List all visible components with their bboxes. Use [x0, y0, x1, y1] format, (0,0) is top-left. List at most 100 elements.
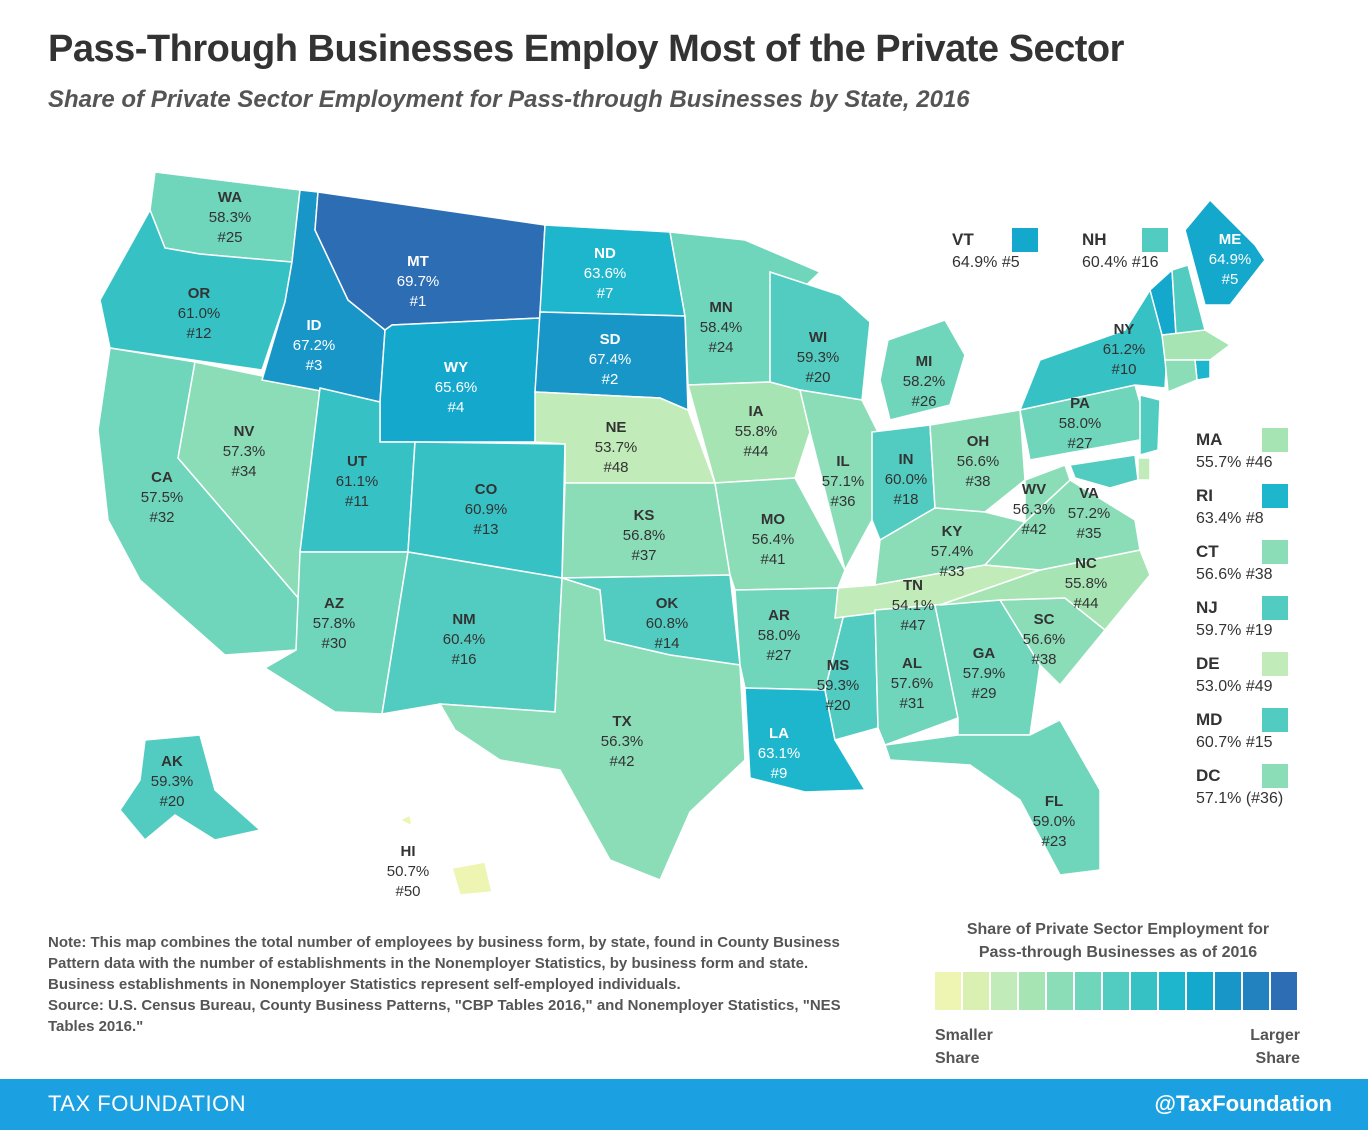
state-abbr: AL [901, 655, 922, 672]
state-rank: #11 [345, 493, 369, 510]
small-state-abbr: DC [1196, 766, 1221, 785]
state-value: 63.6% [583, 265, 627, 282]
state-value: 56.6% [1022, 631, 1066, 648]
state-rank: #10 [1111, 361, 1137, 378]
state-shape-nj[interactable] [1139, 394, 1161, 456]
source-text: Source: U.S. Census Bureau, County Busin… [48, 997, 841, 1035]
state-value: 58.0% [757, 627, 801, 644]
state-value: 59.3% [796, 349, 840, 366]
small-state-abbr: RI [1196, 486, 1213, 505]
state-abbr: GA [972, 645, 996, 662]
state-abbr: UT [346, 453, 367, 470]
state-rank: #3 [305, 357, 323, 374]
scale-cell-4 [1019, 972, 1045, 1010]
state-value: 57.3% [222, 443, 266, 460]
scale-cell-8 [1131, 972, 1157, 1010]
scale-cell-9 [1159, 972, 1185, 1010]
state-rank: #27 [766, 647, 792, 664]
legend-title-line1: Share of Private Sector Employment for [966, 921, 1270, 938]
state-value: 58.0% [1058, 415, 1102, 432]
small-state-swatch [1262, 764, 1288, 788]
scale-cell-6 [1075, 972, 1101, 1010]
state-rank: #24 [708, 339, 734, 356]
state-value: 57.2% [1067, 505, 1111, 522]
page-title: Pass-Through Businesses Employ Most of t… [48, 28, 1124, 70]
state-abbr: OK [655, 595, 679, 612]
state-label-mi: MI 58.2% #26 [903, 352, 946, 412]
legend-title-line2: Pass-through Businesses as of 2016 [978, 944, 1258, 961]
state-shape-md[interactable] [1068, 454, 1139, 489]
state-rank: #25 [217, 229, 243, 246]
state-shape-ct[interactable] [1164, 359, 1198, 394]
state-value: 59.3% [816, 677, 860, 694]
state-rank: #23 [1041, 833, 1067, 850]
small-state-value: 60.7% #15 [1196, 734, 1273, 751]
state-label-nd: ND 63.6% #7 [584, 244, 627, 304]
state-abbr: TN [902, 577, 923, 594]
state-abbr: KS [633, 507, 655, 524]
small-state-value: 60.4% #16 [1082, 254, 1159, 271]
state-rank: #2 [601, 371, 619, 388]
state-abbr: NM [452, 611, 476, 628]
state-rank: #5 [1221, 271, 1239, 288]
state-label-nm: NM 60.4% #16 [443, 610, 486, 670]
small-state-value: 53.0% #49 [1196, 678, 1273, 695]
state-label-la: LA 63.1% #9 [758, 724, 801, 784]
state-rank: #33 [939, 563, 965, 580]
small-state-value: 56.6% #38 [1196, 566, 1273, 583]
state-abbr: CA [151, 469, 173, 486]
small-state-dc: DC 57.1% (#36) [1196, 764, 1336, 810]
state-abbr: WA [217, 189, 243, 206]
state-label-ny: NY 61.2% #10 [1103, 320, 1146, 380]
small-state-ri: RI 63.4% #8 [1196, 484, 1336, 530]
state-label-mt: MT 69.7% #1 [397, 252, 440, 312]
state-value: 63.1% [757, 745, 801, 762]
state-abbr: MT [407, 253, 429, 270]
state-value: 61.0% [177, 305, 221, 322]
state-shape-de[interactable] [1137, 457, 1151, 481]
state-shape-tx[interactable] [438, 576, 746, 881]
state-rank: #4 [447, 399, 465, 416]
state-rank: #36 [830, 493, 856, 510]
state-shape-fl[interactable] [884, 719, 1101, 876]
state-rank: #42 [609, 753, 635, 770]
state-shape-hi[interactable] [398, 813, 493, 896]
state-abbr: OR [187, 285, 211, 302]
state-value: 55.8% [1064, 575, 1108, 592]
state-rank: #41 [760, 551, 786, 568]
state-abbr: AK [161, 753, 183, 770]
scale-cell-1 [935, 972, 961, 1010]
small-state-value: 55.7% #46 [1196, 454, 1273, 471]
small-state-swatch [1262, 596, 1288, 620]
state-label-tx: TX 56.3% #42 [601, 712, 644, 772]
state-label-mn: MN 58.4% #24 [700, 298, 743, 358]
state-value: 59.3% [150, 773, 194, 790]
state-shape-ny[interactable] [1018, 289, 1171, 412]
note-block: Note: This map combines the total number… [48, 932, 848, 1037]
state-rank: #42 [1021, 521, 1047, 538]
state-value: 60.0% [884, 471, 928, 488]
state-rank: #31 [899, 695, 925, 712]
state-value: 57.4% [930, 543, 974, 560]
state-rank: #1 [409, 293, 427, 310]
state-shape-al[interactable] [874, 604, 959, 746]
state-abbr: IA [748, 403, 764, 420]
state-shape-oh[interactable] [929, 409, 1026, 513]
state-value: 56.3% [600, 733, 644, 750]
small-state-swatch [1142, 228, 1168, 252]
state-shape-ma[interactable] [1161, 329, 1232, 361]
state-label-id: ID 67.2% #3 [293, 316, 336, 376]
state-rank: #12 [186, 325, 212, 342]
state-rank: #37 [631, 547, 657, 564]
state-rank: #9 [770, 765, 788, 782]
state-shape-wv[interactable] [1024, 464, 1071, 524]
state-shape-ak[interactable] [119, 734, 262, 842]
small-state-de: DE 53.0% #49 [1196, 652, 1336, 698]
state-value: 57.6% [890, 675, 934, 692]
state-value: 58.4% [699, 319, 743, 336]
state-shape-me[interactable] [1184, 198, 1266, 306]
state-value: 56.8% [622, 527, 666, 544]
footer-handle[interactable]: @TaxFoundation [1154, 1091, 1332, 1116]
state-label-oh: OH 56.6% #38 [957, 432, 1000, 492]
state-shape-mi[interactable] [879, 319, 966, 421]
